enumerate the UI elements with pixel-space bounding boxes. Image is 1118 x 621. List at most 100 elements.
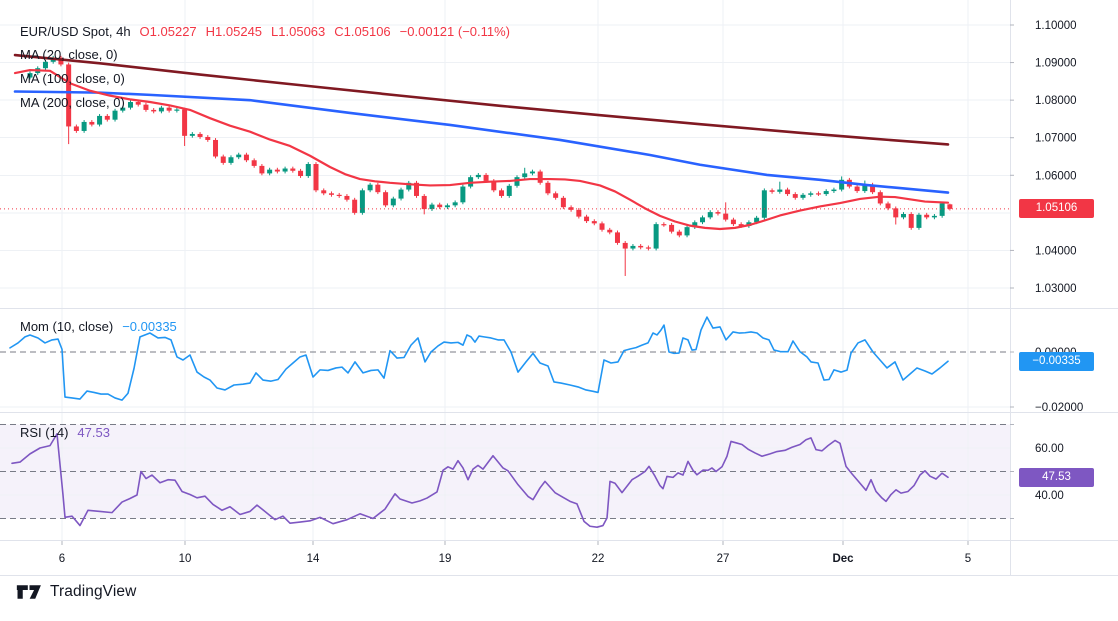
candle-body <box>831 189 837 192</box>
ma100-label: MA (100, close, 0) <box>20 71 125 86</box>
candle-body <box>367 184 373 191</box>
moving-average-lines <box>13 53 950 231</box>
candle-body <box>352 199 358 213</box>
last-price-badge[interactable]: 1.05106 <box>1019 199 1094 218</box>
momentum-line <box>9 316 949 401</box>
rsi-legend[interactable]: RSI (14) 47.53 <box>20 425 110 440</box>
time-tick-label: 14 <box>307 553 320 565</box>
candle-body <box>839 179 845 190</box>
candlestick-series[interactable] <box>27 55 953 276</box>
candle-body <box>854 186 860 192</box>
candle-body <box>537 171 543 183</box>
candle-body <box>120 107 126 111</box>
time-axis[interactable]: 6 10 14 19 22 27 Dec 5 <box>59 541 971 565</box>
ohlc-close: C1.05106 <box>334 24 391 39</box>
candle-body <box>243 154 249 161</box>
axis-tick-label: 40.00 <box>1035 490 1064 502</box>
ohlc-high: H1.05245 <box>205 24 263 39</box>
candle-body <box>282 168 288 172</box>
ma-line <box>13 68 950 231</box>
candle-body <box>870 184 876 193</box>
symbol-title[interactable]: EUR/USD Spot, 4h <box>20 24 131 39</box>
candle-body <box>27 73 33 78</box>
candle-body <box>213 139 219 157</box>
candle-body <box>236 154 242 158</box>
momentum-legend[interactable]: Mom (10, close) −0.00335 <box>20 319 177 334</box>
main-legend[interactable]: EUR/USD Spot, 4h O1.05227 H1.05245 L1.05… <box>20 24 510 39</box>
time-tick-label: 6 <box>59 553 65 565</box>
candle-body <box>893 208 899 218</box>
momentum-value-badge[interactable]: −0.00335 <box>1019 352 1094 371</box>
candle-body <box>529 171 535 174</box>
tradingview-logo-icon <box>16 585 41 599</box>
ma20-legend[interactable]: MA (20, close, 0) <box>20 47 118 62</box>
candle-body <box>939 203 945 216</box>
candle-body <box>738 224 744 227</box>
candle-body <box>298 170 304 177</box>
rsi-value-badge[interactable]: 47.53 <box>1019 468 1094 487</box>
candle-body <box>877 192 883 204</box>
candle-body <box>390 198 396 206</box>
time-tick-label: 27 <box>717 553 730 565</box>
candle-body <box>421 195 427 210</box>
candle-body <box>58 57 64 65</box>
tradingview-logo[interactable]: TradingView <box>16 583 136 601</box>
candle-body <box>127 102 133 108</box>
candle-body <box>135 102 141 105</box>
candle-body <box>158 107 164 112</box>
candle-body <box>259 165 265 174</box>
candle-body <box>522 173 528 178</box>
candle-body <box>638 245 644 248</box>
candle-body <box>429 204 435 210</box>
candle-body <box>81 121 87 131</box>
rsi-line <box>11 433 949 528</box>
candle-body <box>475 174 481 178</box>
candle-body <box>42 61 48 69</box>
candle-body <box>553 193 559 198</box>
candle-body <box>483 174 489 181</box>
ma100-legend[interactable]: MA (100, close, 0) <box>20 71 125 86</box>
candle-body <box>73 126 79 131</box>
grid-lines <box>0 0 1010 540</box>
candle-body <box>460 186 466 203</box>
candle-body <box>785 189 791 195</box>
candle-body <box>182 109 188 136</box>
candle-body <box>700 217 706 223</box>
candle-body <box>900 213 906 218</box>
candle-body <box>614 232 620 243</box>
candle-body <box>800 194 806 198</box>
candle-body <box>924 214 930 218</box>
candle-body <box>514 177 520 186</box>
candle-body <box>661 224 667 226</box>
candle-body <box>452 202 458 206</box>
candle-body <box>862 184 868 192</box>
candle-body <box>359 190 365 213</box>
candle-body <box>274 169 280 172</box>
candle-body <box>166 107 172 111</box>
candle-body <box>715 212 721 214</box>
axis-tick-label: 1.08000 <box>1035 95 1077 107</box>
candle-body <box>630 245 636 249</box>
ma200-legend[interactable]: MA (200, close, 0) <box>20 95 125 110</box>
ma-line <box>13 53 950 146</box>
axis-tick-label: 60.00 <box>1035 443 1064 455</box>
candle-body <box>491 180 497 191</box>
time-tick-label: 22 <box>592 553 605 565</box>
axis-tick-label: −0.02000 <box>1035 402 1083 414</box>
candle-body <box>607 229 613 233</box>
ma200-label: MA (200, close, 0) <box>20 95 125 110</box>
candle-body <box>444 205 450 208</box>
candle-body <box>97 115 103 125</box>
candle-body <box>769 190 775 192</box>
chart-canvas[interactable]: 1.10000 1.09000 1.08000 1.07000 1.06000 1.040… <box>0 0 1118 576</box>
candle-body <box>251 160 257 166</box>
candle-body <box>931 215 937 218</box>
candle-body <box>545 182 551 194</box>
ma-line <box>13 90 950 194</box>
candle-body <box>730 219 736 225</box>
candle-body <box>267 169 273 174</box>
candle-body <box>406 182 412 190</box>
price-axis[interactable]: 1.10000 1.09000 1.08000 1.07000 1.06000 1.040… <box>1010 20 1083 519</box>
candle-body <box>499 190 505 196</box>
candle-body <box>205 136 211 140</box>
